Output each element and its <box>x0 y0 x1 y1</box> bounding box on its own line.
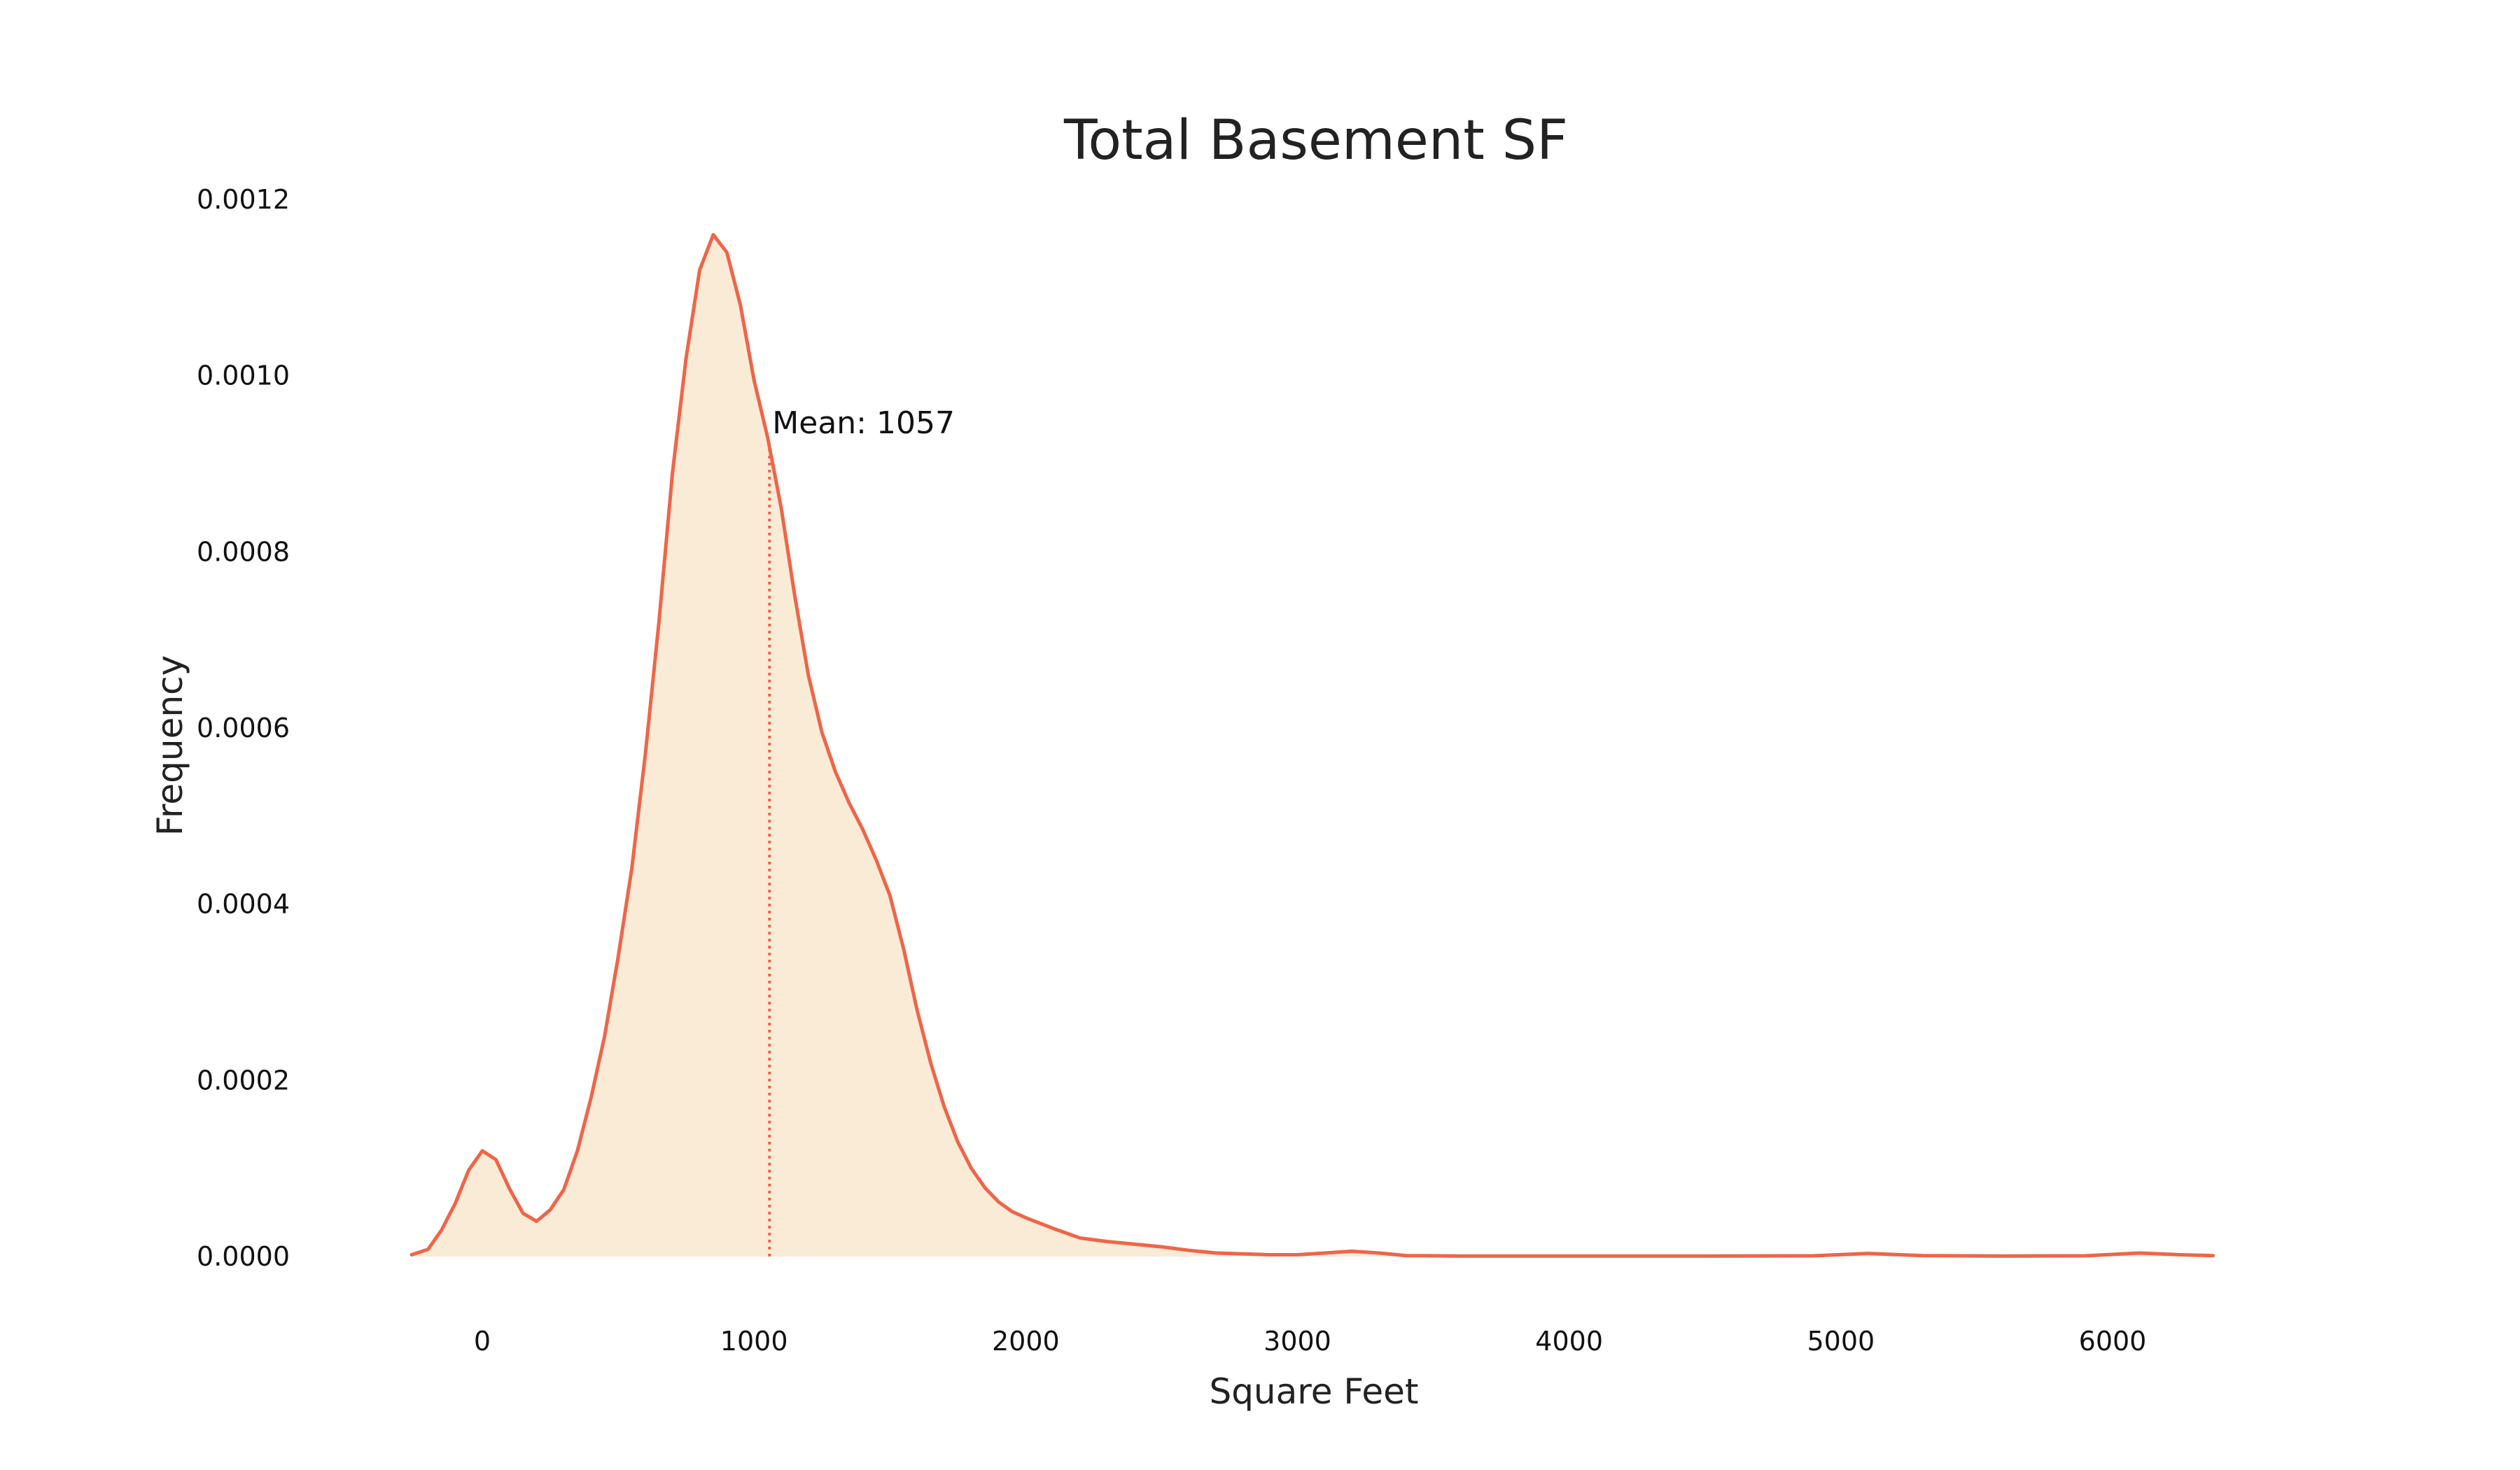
x-tick-label: 4000 <box>1535 1326 1603 1357</box>
density-line-0 <box>410 232 2216 1258</box>
y-axis-label: Frequency <box>150 655 190 836</box>
x-tick-label: 0 <box>474 1326 491 1357</box>
y-tick-label: 0.0012 <box>197 184 290 215</box>
annotation-layer: Mean: 1057 <box>768 405 955 1256</box>
y-tick-label: 0.0000 <box>197 1241 290 1272</box>
mean-annotation-label: Mean: 1057 <box>772 405 955 441</box>
y-tick-label: 0.0004 <box>197 889 290 920</box>
x-tick-label: 6000 <box>2079 1326 2147 1357</box>
area-layer <box>412 234 2213 1257</box>
y-tick-label: 0.0002 <box>197 1065 290 1096</box>
y-tick-label: 0.0006 <box>197 713 290 743</box>
tick-layer: 0 1000 2000 3000 4000 5000 6000 0.0000 0.0002 0.0… <box>197 184 2146 1357</box>
y-tick-label: 0.0008 <box>197 536 290 567</box>
x-tick-label: 3000 <box>1264 1326 1331 1357</box>
line-layer <box>410 232 2216 1258</box>
x-tick-label: 2000 <box>992 1326 1060 1357</box>
density-area-0 <box>412 234 2213 1257</box>
x-tick-label: 5000 <box>1807 1326 1875 1357</box>
y-tick-label: 0.0010 <box>197 360 290 391</box>
chart-title: Total Basement SF <box>1063 109 1568 172</box>
x-axis-label: Square Feet <box>1209 1371 1418 1412</box>
x-tick-label: 1000 <box>720 1326 788 1357</box>
